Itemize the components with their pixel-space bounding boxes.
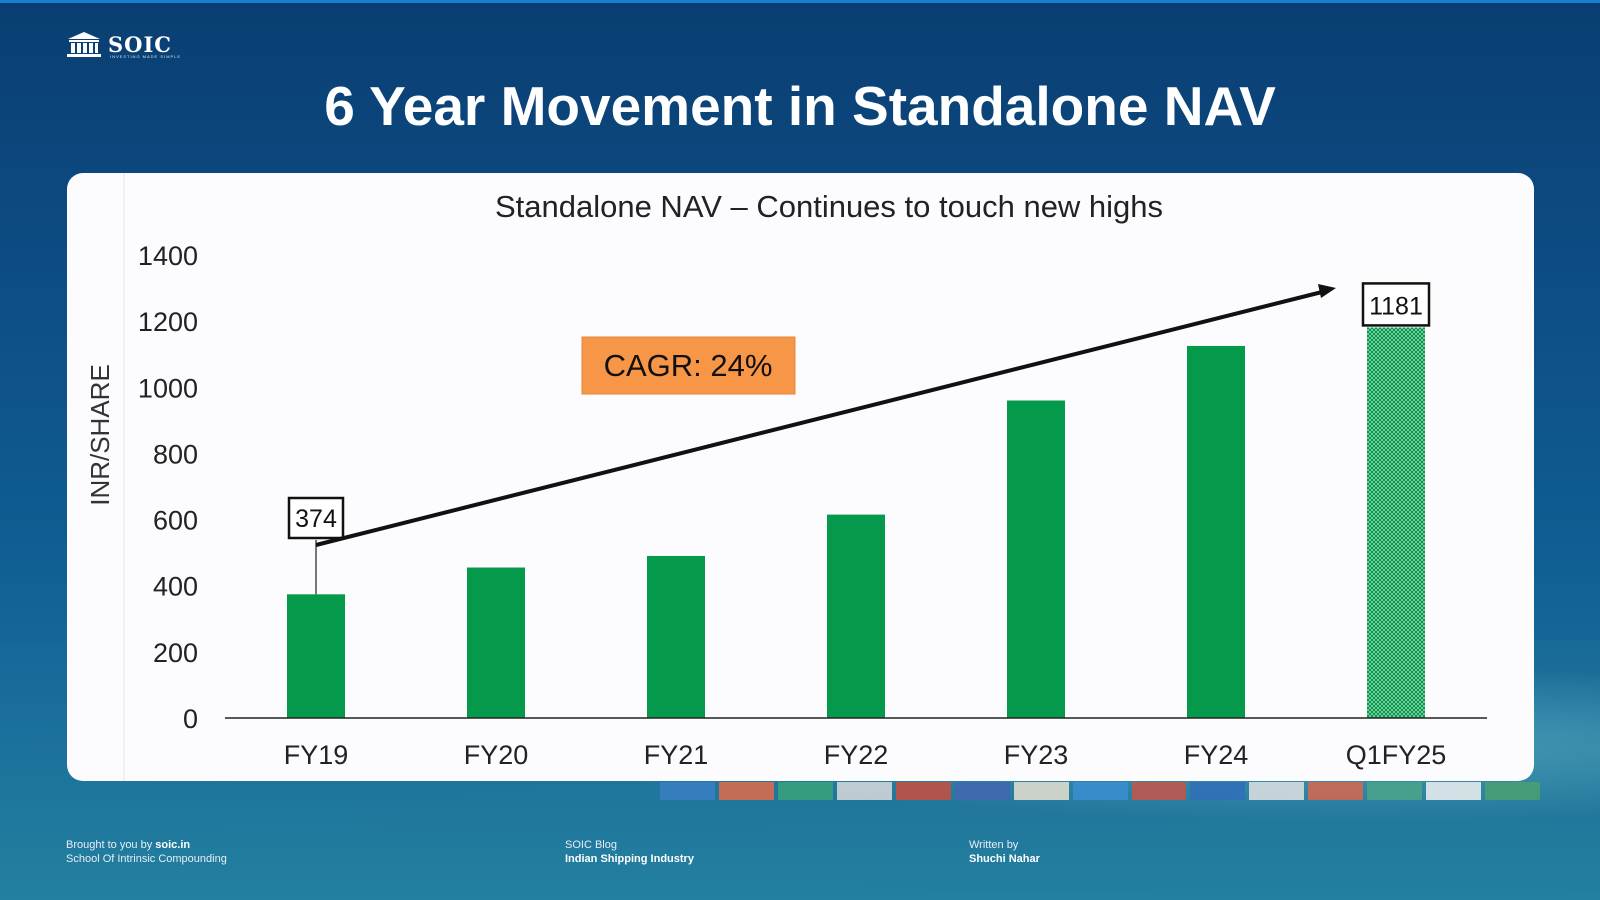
footer-author-name: Shuchi Nahar	[969, 853, 1040, 865]
y-tick-labels: 0 200 400 600 800 1000 1200 1400	[138, 241, 198, 734]
footer-author-label: Written by	[969, 839, 1019, 851]
soic-logo[interactable]: SOIC INVESTING MADE SIMPLE	[66, 31, 180, 59]
y-tick-label: 1000	[138, 373, 198, 403]
data-label-box-fy19	[287, 496, 345, 540]
x-tick-label: FY21	[644, 740, 709, 770]
y-tick-label: 400	[153, 572, 198, 602]
x-tick-label: FY22	[824, 740, 889, 770]
cagr-trend-line	[315, 289, 1325, 547]
data-label-q1fy25: 1181	[1369, 292, 1423, 320]
y-tick-label: 1400	[138, 241, 198, 271]
building-icon	[67, 32, 101, 57]
y-tick-label: 600	[153, 506, 198, 536]
x-tick-label: FY23	[1004, 740, 1069, 770]
bar-q1fy25	[1367, 327, 1425, 718]
x-tick-label: Q1FY25	[1346, 740, 1447, 770]
y-tick-label: 200	[153, 638, 198, 668]
x-tick-label: FY24	[1184, 740, 1249, 770]
bar-fy21	[647, 555, 705, 718]
footer-blog-title: Indian Shipping Industry	[565, 853, 694, 865]
footer-prefix: Brought to you by	[66, 839, 156, 851]
top-accent-line	[0, 0, 1600, 3]
y-tick-label: 1200	[138, 307, 198, 337]
cagr-arrowhead	[1318, 284, 1336, 298]
cagr-label: CAGR: 24%	[604, 348, 773, 383]
footer-school-name: School Of Intrinsic Compounding	[66, 853, 227, 865]
logo-text: SOIC	[108, 31, 172, 57]
footer-credit: Brought to you by soic.in School Of Intr…	[66, 838, 227, 866]
container-ship-image	[660, 772, 1541, 812]
bar-fy22	[827, 514, 885, 718]
bar-fy19	[287, 594, 345, 718]
data-label-box-q1fy25	[1361, 282, 1431, 327]
bar-fy23	[1007, 400, 1065, 718]
x-tick-label: FY20	[464, 740, 529, 770]
y-axis-label: INR/SHARE	[85, 364, 115, 506]
annotations: 374 1181 CAGR: 24%	[287, 282, 1431, 595]
bar-fy24	[1187, 345, 1245, 718]
bars	[287, 327, 1425, 718]
footer-site-link[interactable]: soic.in	[155, 839, 191, 851]
footer-blog: SOIC Blog Indian Shipping Industry	[565, 838, 694, 866]
page-title: 6 Year Movement in Standalone NAV	[324, 75, 1276, 137]
data-label-fy19: 374	[295, 505, 337, 533]
logo-tagline: INVESTING MADE SIMPLE	[110, 54, 182, 59]
footer-author: Written by Shuchi Nahar	[969, 838, 1040, 866]
footer-blog-label: SOIC Blog	[565, 839, 617, 851]
chart-title: Standalone NAV – Continues to touch new …	[495, 189, 1163, 224]
bar-fy20	[467, 567, 525, 718]
y-tick-label: 800	[153, 439, 198, 469]
cagr-box	[581, 336, 796, 395]
x-tick-label: FY19	[284, 740, 349, 770]
y-tick-label: 0	[183, 704, 198, 734]
x-tick-labels: FY19 FY20 FY21 FY22 FY23 FY24 Q1FY25	[284, 740, 1447, 770]
chart-card: Standalone NAV – Continues to touch new …	[67, 173, 1534, 781]
nav-bar-chart: Standalone NAV – Continues to touch new …	[85, 173, 1487, 781]
